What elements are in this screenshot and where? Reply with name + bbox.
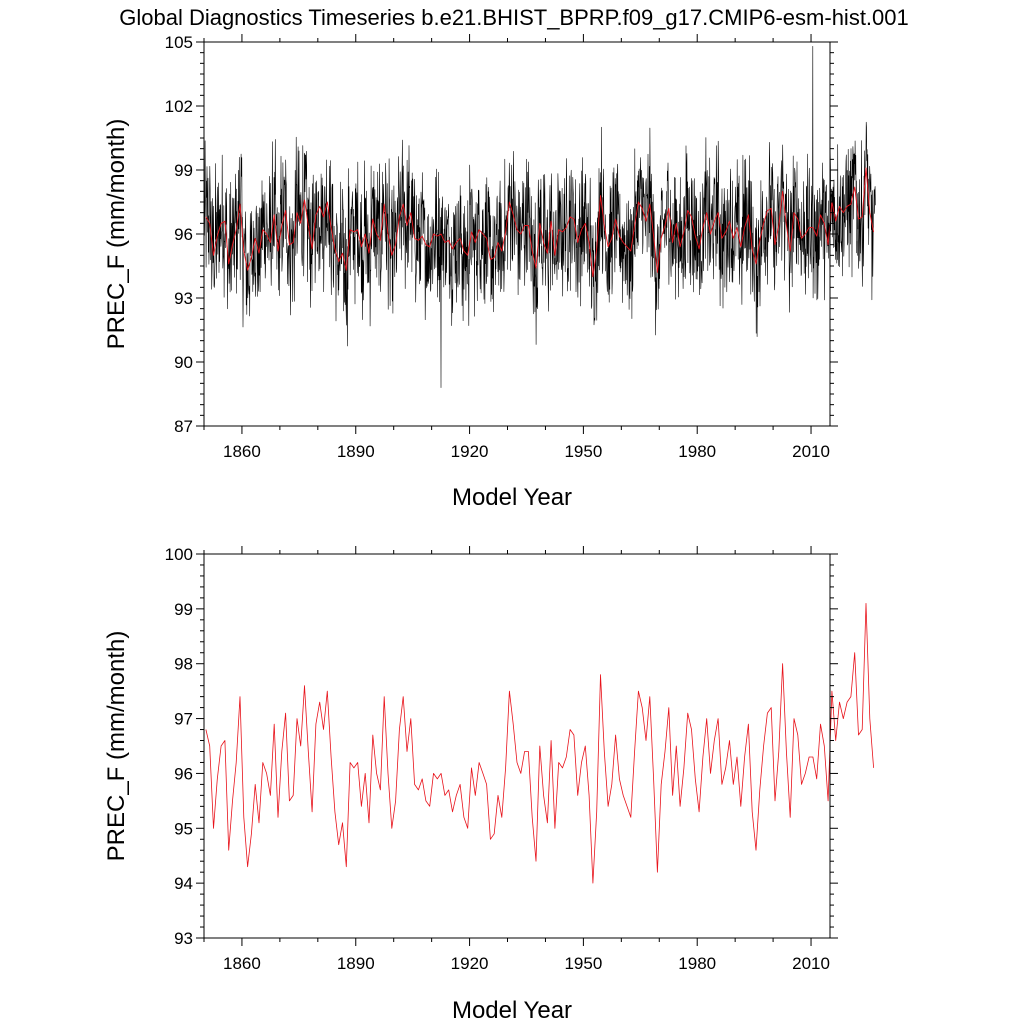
top-monthly-line xyxy=(203,46,876,388)
bottom-y-tick-label: 97 xyxy=(174,710,193,729)
top-y-tick-label: 102 xyxy=(165,97,193,116)
top-x-tick-label: 1890 xyxy=(337,442,375,461)
bottom-y-tick-label: 98 xyxy=(174,655,193,674)
bottom-y-tick-label: 93 xyxy=(174,929,193,948)
top-x-tick-label: 1980 xyxy=(678,442,716,461)
top-x-axis: 1860 1890 1920 1950 1980 2010 xyxy=(203,34,830,461)
bottom-x-axis: 1860 1890 1920 1950 1980 2010 xyxy=(203,546,830,973)
top-panel: 1860 1890 1920 1950 1980 2010 87 90 93 96 99 102 10… xyxy=(103,33,876,511)
top-x-axis-title: Model Year xyxy=(452,484,572,511)
bottom-annual-series xyxy=(205,603,874,884)
bottom-plot-frame xyxy=(203,553,831,939)
bottom-y-tick-label: 99 xyxy=(174,600,193,619)
bottom-x-tick-label: 1950 xyxy=(564,954,602,973)
bottom-y-axis: 93 94 95 96 97 98 99 100 xyxy=(165,545,838,948)
bottom-x-tick-label: 2010 xyxy=(792,954,830,973)
top-y-tick-label: 93 xyxy=(174,289,193,308)
top-y-tick-label: 90 xyxy=(174,353,193,372)
bottom-x-axis-title: Model Year xyxy=(452,997,572,1024)
bottom-y-axis-title: PREC_F (mm/month) xyxy=(103,631,130,862)
top-y-tick-label: 105 xyxy=(165,33,193,52)
top-monthly-series xyxy=(203,46,876,388)
top-y-tick-label: 99 xyxy=(174,161,193,180)
top-y-tick-label: 96 xyxy=(174,225,193,244)
top-y-axis: 87 90 93 96 99 102 105 xyxy=(165,33,838,436)
bottom-x-tick-label: 1860 xyxy=(223,954,261,973)
top-y-tick-label: 87 xyxy=(174,417,193,436)
top-y-axis-title: PREC_F (mm/month) xyxy=(103,119,130,350)
top-x-tick-label: 1950 xyxy=(564,442,602,461)
top-annual-series xyxy=(205,167,875,278)
top-x-tick-label: 1920 xyxy=(451,442,489,461)
bottom-y-tick-label: 96 xyxy=(174,764,193,783)
top-x-tick-label: 2010 xyxy=(792,442,830,461)
bottom-x-tick-label: 1920 xyxy=(451,954,489,973)
bottom-x-tick-label: 1890 xyxy=(337,954,375,973)
figure-title: Global Diagnostics Timeseries b.e21.BHIS… xyxy=(119,5,909,30)
top-x-tick-label: 1860 xyxy=(223,442,261,461)
bottom-annual-line xyxy=(205,603,874,884)
bottom-y-tick-label: 100 xyxy=(165,545,193,564)
bottom-y-tick-label: 94 xyxy=(174,874,193,893)
top-annual-line xyxy=(205,167,875,278)
bottom-y-tick-label: 95 xyxy=(174,819,193,838)
bottom-panel: 1860 1890 1920 1950 1980 2010 93 94 95 96 97 98 99 1… xyxy=(103,545,874,1024)
bottom-x-tick-label: 1980 xyxy=(678,954,716,973)
